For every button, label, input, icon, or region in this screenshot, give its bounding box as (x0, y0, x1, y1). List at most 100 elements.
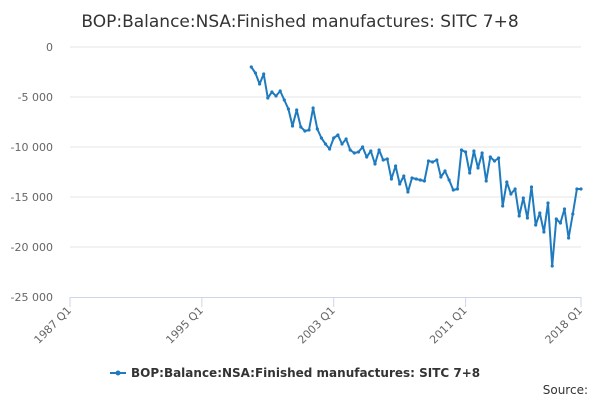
data-point[interactable] (455, 187, 459, 191)
x-tick-label: 2003 Q1 (295, 304, 338, 347)
y-tick-label: -5 000 (18, 91, 53, 104)
data-point[interactable] (472, 149, 476, 153)
data-point[interactable] (274, 94, 278, 98)
data-point[interactable] (513, 187, 517, 191)
data-point[interactable] (258, 82, 262, 86)
data-point[interactable] (517, 214, 521, 218)
legend-label: BOP:Balance:NSA:Finished manufactures: S… (131, 366, 480, 380)
data-point[interactable] (505, 180, 509, 184)
data-point[interactable] (546, 201, 550, 205)
data-point[interactable] (571, 212, 575, 216)
data-point[interactable] (579, 187, 583, 191)
data-point[interactable] (501, 204, 505, 208)
data-point[interactable] (414, 177, 418, 181)
data-point[interactable] (299, 125, 303, 129)
data-point[interactable] (398, 182, 402, 186)
data-point[interactable] (464, 150, 468, 154)
data-point[interactable] (451, 188, 455, 192)
data-point[interactable] (509, 192, 513, 196)
data-point[interactable] (402, 174, 406, 178)
data-point[interactable] (394, 164, 398, 168)
data-point[interactable] (435, 158, 439, 162)
data-point[interactable] (426, 159, 431, 163)
data-point[interactable] (484, 179, 488, 183)
data-point[interactable] (468, 171, 472, 175)
data-point[interactable] (558, 221, 563, 225)
data-point[interactable] (311, 106, 315, 110)
data-point[interactable] (295, 108, 299, 112)
data-point[interactable] (282, 98, 286, 102)
data-point[interactable] (529, 185, 534, 189)
data-point[interactable] (336, 133, 340, 137)
data-point[interactable] (286, 107, 290, 111)
y-axis: 0 -5 000 -10 000 -15 000 -20 000 -25 000 (11, 41, 53, 304)
data-point[interactable] (319, 136, 323, 140)
data-point[interactable] (480, 151, 484, 155)
data-point[interactable] (356, 150, 361, 154)
data-point[interactable] (352, 151, 356, 155)
data-point[interactable] (365, 155, 369, 159)
data-point[interactable] (315, 127, 319, 131)
data-point[interactable] (410, 176, 414, 180)
y-tick-label: -15 000 (11, 191, 53, 204)
legend-marker-dot (115, 370, 121, 376)
data-point[interactable] (332, 136, 336, 140)
data-point[interactable] (550, 264, 554, 268)
data-point[interactable] (525, 216, 530, 220)
data-point[interactable] (521, 196, 525, 200)
data-point[interactable] (459, 148, 464, 152)
data-point[interactable] (377, 148, 381, 152)
data-point[interactable] (369, 149, 373, 153)
y-tick-label: 0 (46, 41, 53, 54)
data-point[interactable] (278, 89, 282, 93)
grid-lines (70, 46, 581, 248)
data-point[interactable] (389, 177, 393, 181)
data-point[interactable] (497, 156, 501, 160)
x-tick-label: 2018 Q1 (543, 304, 586, 347)
data-point[interactable] (307, 128, 311, 132)
data-point[interactable] (340, 142, 344, 146)
data-point[interactable] (266, 96, 270, 100)
data-point[interactable] (439, 175, 443, 179)
data-point[interactable] (562, 207, 567, 211)
data-point[interactable] (361, 145, 365, 149)
x-tick-label: 1987 Q1 (32, 304, 75, 347)
data-point[interactable] (323, 142, 328, 146)
data-point[interactable] (534, 223, 538, 227)
data-point[interactable] (538, 211, 542, 215)
data-point[interactable] (492, 159, 497, 163)
data-point[interactable] (542, 230, 546, 234)
data-point[interactable] (422, 179, 426, 183)
data-point[interactable] (253, 71, 257, 75)
data-point[interactable] (554, 217, 558, 221)
data-point[interactable] (303, 129, 307, 133)
data-point[interactable] (476, 166, 480, 170)
data-point[interactable] (348, 148, 352, 152)
data-point[interactable] (385, 157, 389, 161)
data-point[interactable] (344, 137, 348, 141)
legend[interactable]: BOP:Balance:NSA:Finished manufactures: S… (110, 366, 480, 380)
data-point[interactable] (406, 190, 410, 194)
x-tick-label: 1995 Q1 (163, 304, 206, 347)
y-tick-label: -20 000 (11, 241, 53, 254)
data-point[interactable] (418, 178, 422, 182)
data-point[interactable] (567, 236, 571, 240)
data-point[interactable] (447, 178, 451, 182)
data-point[interactable] (249, 65, 253, 69)
data-point[interactable] (488, 155, 492, 159)
data-point[interactable] (381, 158, 385, 162)
x-tick-label: 2011 Q1 (427, 304, 470, 347)
data-point[interactable] (443, 169, 447, 173)
data-point[interactable] (270, 90, 274, 94)
y-tick-label: -10 000 (11, 141, 53, 154)
plot-area (249, 65, 583, 268)
y-tick-label: -25 000 (11, 291, 53, 304)
data-point[interactable] (290, 124, 295, 128)
data-point[interactable] (373, 162, 377, 166)
data-point[interactable] (262, 72, 266, 76)
data-point[interactable] (328, 147, 332, 151)
data-point[interactable] (431, 160, 435, 164)
data-point[interactable] (575, 187, 579, 191)
chart-title: BOP:Balance:NSA:Finished manufactures: S… (81, 12, 518, 32)
